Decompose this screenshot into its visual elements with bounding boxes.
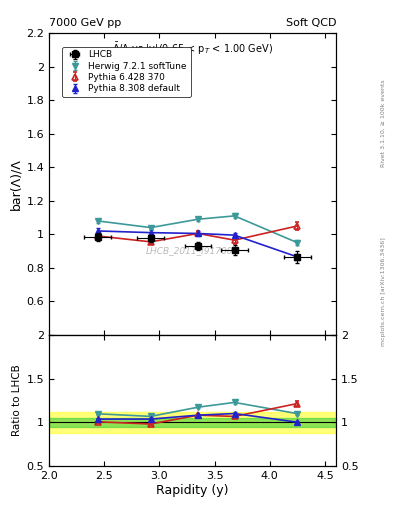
- Text: Rivet 3.1.10, ≥ 100k events: Rivet 3.1.10, ≥ 100k events: [381, 79, 386, 167]
- Legend: LHCB, Herwig 7.2.1 softTune, Pythia 6.428 370, Pythia 8.308 default: LHCB, Herwig 7.2.1 softTune, Pythia 6.42…: [62, 47, 191, 97]
- Text: $\bar{\Lambda}/\Lambda$ vs |y|(0.65 < p$_T$ < 1.00 GeV): $\bar{\Lambda}/\Lambda$ vs |y|(0.65 < p$…: [112, 41, 273, 57]
- Text: Soft QCD: Soft QCD: [286, 18, 336, 28]
- Y-axis label: Ratio to LHCB: Ratio to LHCB: [13, 365, 22, 436]
- Text: mcplots.cern.ch [arXiv:1306.3436]: mcplots.cern.ch [arXiv:1306.3436]: [381, 238, 386, 346]
- X-axis label: Rapidity (y): Rapidity (y): [156, 483, 229, 497]
- Text: 7000 GeV pp: 7000 GeV pp: [49, 18, 121, 28]
- Text: LHCB_2011_I917009: LHCB_2011_I917009: [146, 246, 239, 255]
- Y-axis label: bar(Λ)/Λ: bar(Λ)/Λ: [9, 158, 22, 210]
